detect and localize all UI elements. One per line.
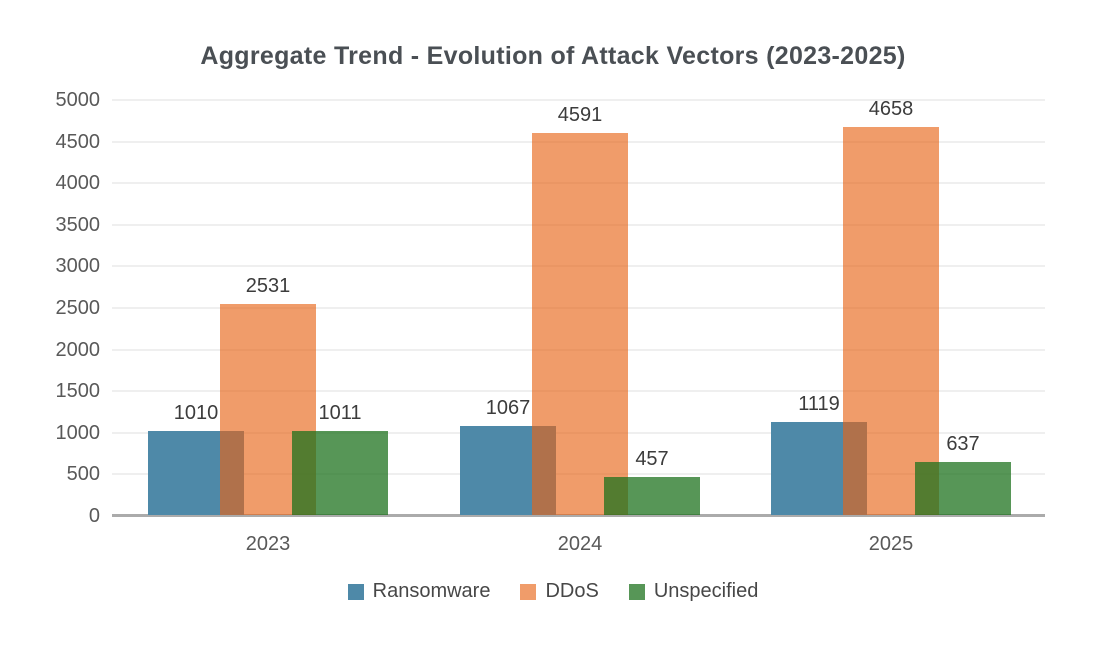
bar-value-label: 2531 bbox=[245, 275, 291, 297]
bar-unspecified-2025 bbox=[915, 462, 1011, 515]
legend-label: Ransomware bbox=[372, 580, 491, 602]
y-axis-tick-label: 1500 bbox=[55, 380, 101, 403]
bar-unspecified-2024 bbox=[604, 477, 700, 515]
bar-ddos-2024 bbox=[532, 133, 628, 515]
y-axis-tick-label: 4500 bbox=[55, 130, 101, 153]
legend-swatch-ransomware bbox=[347, 583, 364, 600]
bar-value-label: 637 bbox=[946, 433, 980, 455]
bar-unspecified-2023 bbox=[292, 431, 388, 515]
legend: Ransomware DDoS Unspecified bbox=[0, 580, 1106, 603]
legend-item-unspecified: Unspecified bbox=[628, 580, 759, 603]
x-axis-tick-label: 2023 bbox=[245, 533, 291, 555]
legend-label: DDoS bbox=[545, 580, 599, 602]
x-axis-tick-label: 2025 bbox=[868, 533, 914, 555]
legend-item-ddos: DDoS bbox=[520, 580, 599, 603]
y-axis-tick-label: 3000 bbox=[55, 255, 101, 278]
gridline bbox=[112, 99, 1045, 101]
legend-swatch-ddos bbox=[520, 583, 537, 600]
bar-value-label: 1011 bbox=[318, 402, 362, 424]
x-axis-tick-label: 2024 bbox=[557, 533, 603, 555]
bar-value-label: 1010 bbox=[173, 402, 219, 424]
y-axis-tick-label: 4000 bbox=[55, 172, 101, 195]
bar-ddos-2025 bbox=[843, 127, 939, 515]
y-axis-tick-label: 5000 bbox=[55, 89, 101, 111]
legend-item-ransomware: Ransomware bbox=[347, 580, 491, 603]
legend-label: Unspecified bbox=[653, 580, 759, 602]
y-axis-tick-label: 1000 bbox=[55, 421, 101, 444]
bar-value-label: 4658 bbox=[868, 98, 914, 120]
x-axis-line bbox=[112, 514, 1045, 517]
bar-value-label: 4591 bbox=[557, 104, 603, 126]
y-axis-tick-label: 0 bbox=[88, 505, 100, 527]
y-axis-tick-label: 2500 bbox=[55, 297, 101, 319]
legend-swatch-unspecified bbox=[628, 583, 645, 600]
bar-value-label: 457 bbox=[635, 448, 669, 470]
bar-value-label: 1119 bbox=[798, 393, 840, 415]
bar-value-label: 1067 bbox=[485, 397, 531, 419]
y-axis-tick-label: 2000 bbox=[55, 338, 101, 361]
y-axis-tick-label: 500 bbox=[66, 463, 100, 486]
chart-title: Aggregate Trend - Evolution of Attack Ve… bbox=[200, 42, 906, 70]
y-axis-tick-label: 3500 bbox=[55, 213, 101, 236]
